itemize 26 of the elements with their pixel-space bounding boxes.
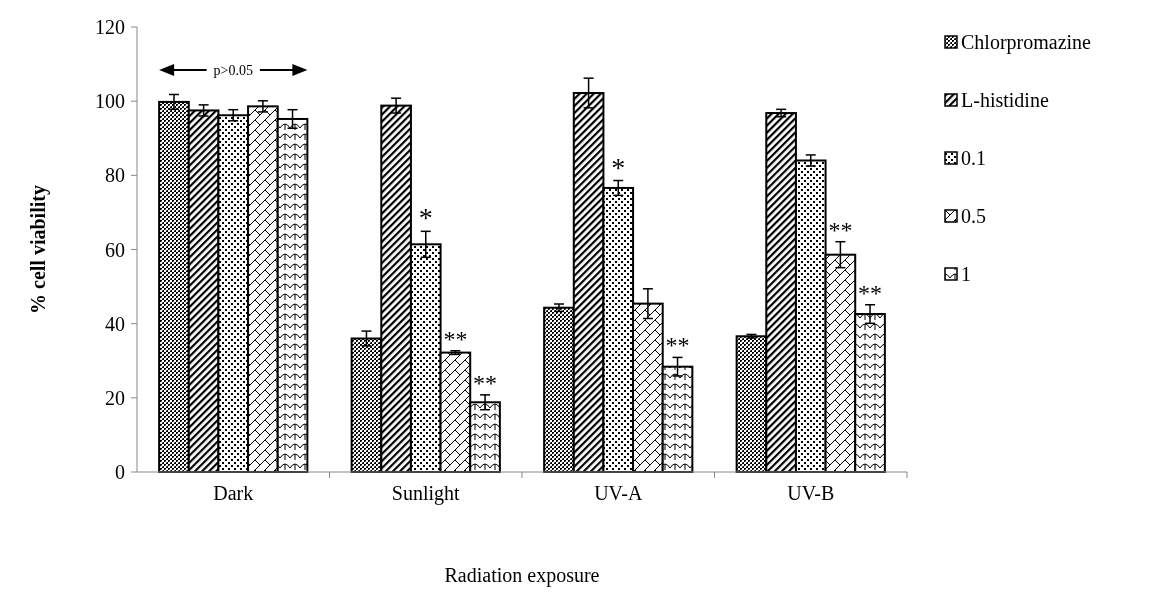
x-tick-label: Sunlight: [391, 482, 461, 505]
y-tick-label: 60: [105, 238, 125, 261]
data-label: **: [665, 332, 690, 359]
y-axis-title: % cell viability: [27, 185, 50, 314]
x-tick-label: UV-A: [594, 482, 643, 504]
legend-label: 0.5: [961, 205, 986, 227]
data-label: *: [611, 151, 626, 183]
x-tick-label: UV-B: [787, 482, 835, 504]
annotation: p>0.05: [213, 62, 253, 78]
y-tick-label: 120: [95, 16, 125, 38]
legend-label: 1: [961, 263, 971, 285]
x-axis-title: Radiation exposure: [444, 564, 600, 587]
y-tick-label: 0: [115, 461, 125, 483]
data-label: **: [443, 325, 468, 352]
y-tick-label: 100: [95, 90, 125, 113]
data-label: **: [828, 216, 853, 243]
y-tick-label: 80: [105, 164, 125, 187]
y-tick-label: 40: [105, 312, 125, 335]
legend-label: L-histidine: [961, 89, 1049, 111]
data-label: **: [473, 369, 498, 396]
data-label: *: [418, 202, 433, 234]
data-label: **: [858, 279, 883, 306]
y-tick-label: 20: [105, 386, 125, 409]
legend-label: Chlorpromazine: [961, 31, 1092, 54]
legend-label: 0.1: [961, 147, 986, 169]
x-tick-label: Dark: [213, 482, 254, 504]
